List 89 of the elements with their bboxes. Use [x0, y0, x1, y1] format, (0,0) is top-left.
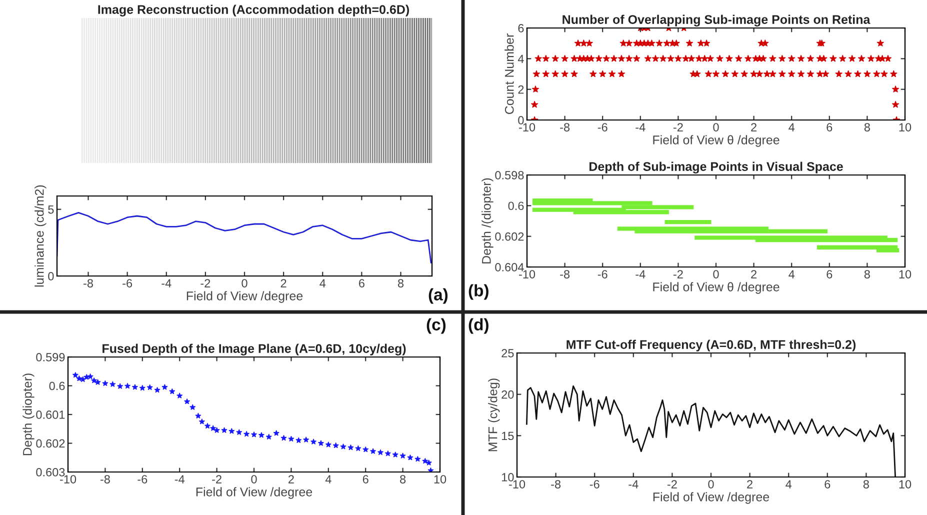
x-tick-label: 0: [242, 279, 248, 288]
y-tick-label: 0.601: [36, 410, 65, 419]
x-tick-label: -4: [162, 279, 172, 288]
y-tick-label: 0.603: [36, 468, 65, 476]
text: (d): [468, 318, 488, 334]
y-axis-title: Count Number: [504, 34, 514, 114]
x-tick-label: -4: [636, 123, 646, 132]
x-tick-label: -10: [60, 475, 76, 484]
y-tick-label: 5: [48, 205, 54, 214]
x-tick-label: 2: [288, 475, 294, 484]
x-tick-label: -4: [174, 475, 185, 484]
x-tick-label: 6: [359, 279, 364, 288]
y-tick-label: 0.604: [495, 263, 524, 272]
x-tick-label: 10: [899, 123, 912, 132]
x-tick-label: 8: [863, 480, 869, 488]
chart-title: Image Reconstruction (Accommodation depth=0.6D): [98, 4, 409, 16]
x-axis-title: Field of View /degree: [196, 487, 312, 499]
x-tick-label: -10: [518, 123, 536, 132]
x-tick-label: -8: [100, 475, 110, 484]
x-tick-label: -6: [598, 270, 608, 278]
x-tick-label: 2: [751, 270, 756, 278]
y-tick-label: 0.602: [495, 232, 524, 241]
y-tick-label: 20: [502, 390, 514, 399]
x-tick-label: 0: [251, 475, 257, 484]
x-tick-label: 8: [864, 123, 870, 132]
y-axis-title: MTF (cy/deg): [488, 378, 500, 452]
y-tick-label: 25: [502, 349, 514, 358]
x-tick-label: -6: [138, 475, 148, 484]
x-axis-title: Field of View θ /degree: [653, 282, 780, 294]
y-axis-title: Depth /(diopter): [482, 178, 494, 264]
y-tick-label: 0.602: [36, 439, 65, 448]
y-tick-label: 0.599: [36, 353, 65, 362]
x-tick-label: 8: [398, 279, 404, 288]
x-tick-label: -8: [551, 480, 561, 488]
x-tick-label: 2: [280, 279, 286, 288]
x-tick-label: 4: [788, 123, 795, 132]
x-tick-label: -2: [212, 475, 222, 484]
y-tick-label: 0.6: [49, 382, 65, 390]
x-tick-label: 10: [899, 270, 912, 278]
x-tick-label: 4: [320, 279, 326, 288]
text: (c): [426, 318, 446, 334]
x-tick-label: -6: [122, 279, 132, 288]
x-axis-title: Field of View /degree: [653, 492, 770, 504]
text: (b): [468, 284, 488, 300]
x-tick-label: -2: [667, 480, 677, 488]
x-tick-label: 8: [864, 270, 870, 278]
y-tick-label: 2: [518, 85, 524, 94]
x-tick-label: -8: [84, 279, 93, 288]
x-tick-label: -4: [628, 480, 638, 488]
x-tick-label: -2: [673, 123, 683, 132]
chart-title: MTF Cut-off Frequency (A=0.6D, MTF thresh=0.2): [566, 340, 856, 352]
x-tick-label: -2: [673, 270, 683, 278]
y-axis-title: Depth (diopter): [22, 374, 34, 456]
x-tick-label: 0: [708, 480, 714, 488]
x-tick-label: 6: [824, 480, 830, 488]
x-tick-label: -2: [200, 279, 210, 288]
chart-title: Number of Overlapping Sub-image Points on Retina: [562, 14, 870, 26]
x-tick-label: 0: [713, 270, 719, 278]
x-tick-label: -6: [598, 123, 608, 132]
x-tick-label: 4: [786, 480, 792, 488]
y-axis-title: luminance (cd/m2): [34, 185, 46, 287]
x-tick-label: -8: [560, 123, 570, 132]
x-tick-label: 2: [751, 123, 756, 132]
x-tick-label: -8: [560, 270, 570, 278]
y-tick-label: 4: [518, 54, 524, 63]
x-tick-label: 0: [713, 123, 719, 132]
x-axis-title: Field of View /degree: [186, 291, 303, 303]
x-tick-label: -4: [636, 270, 646, 278]
x-tick-label: 6: [826, 123, 832, 132]
y-tick-label: 0.598: [495, 171, 524, 180]
x-tick-label: 4: [325, 475, 332, 484]
x-tick-label: 10: [434, 475, 446, 484]
text: (a): [428, 288, 448, 304]
x-tick-label: 8: [400, 475, 406, 484]
x-tick-label: 6: [362, 475, 368, 484]
chart-title: Depth of Sub-image Points in Visual Space: [590, 162, 843, 174]
chart-title: Fused Depth of the Image Plane (A=0.6D, 10cy/deg): [102, 344, 406, 356]
x-tick-label: 2: [747, 480, 752, 488]
x-tick-label: -6: [590, 480, 600, 488]
y-tick-label: 6: [518, 24, 524, 32]
x-tick-label: -10: [518, 270, 536, 278]
x-tick-label: -10: [508, 480, 526, 488]
y-tick-label: 0: [518, 116, 524, 124]
x-tick-label: 4: [788, 270, 795, 278]
y-tick-label: 15: [502, 432, 514, 440]
x-axis-title: Field of View θ /degree: [653, 135, 780, 147]
x-tick-label: 6: [826, 270, 832, 278]
y-tick-label: 0.6: [508, 202, 524, 210]
x-tick-label: 10: [899, 480, 912, 488]
